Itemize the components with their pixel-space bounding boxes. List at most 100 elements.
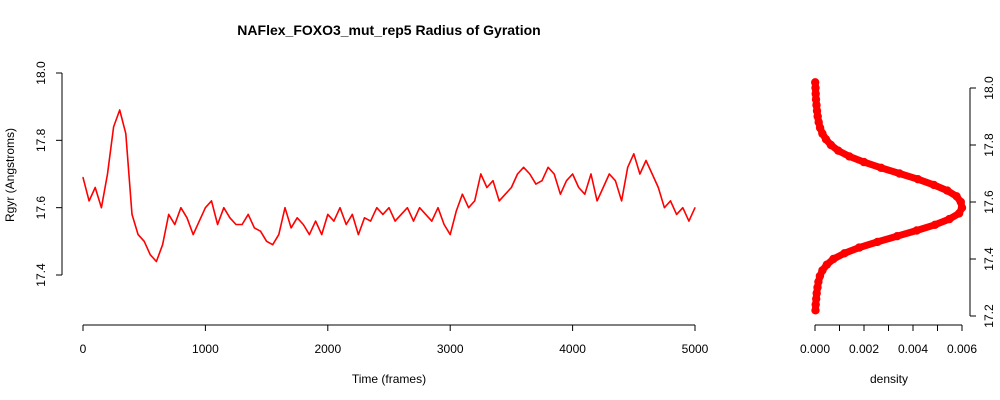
series-rgyr-point [259,230,262,232]
series-rgyr-point [174,223,176,226]
series-rgyr-point [345,223,347,226]
density-y-ticks: 17.2 17.4 17.6 17.8 18.0 [970,76,996,328]
timeseries-panel: NAFlex_FOXO3_mut_rep5 Radius of Gyration… [3,22,709,386]
density-point [826,140,836,150]
density-point [912,226,921,235]
chart-title: NAFlex_FOXO3_mut_rep5 Radius of Gyration [237,22,540,38]
density-point [829,254,838,264]
series-rgyr-point [94,186,96,189]
series-rgyr-point [639,173,641,175]
series-rgyr-point [565,180,568,182]
density-point [854,243,864,252]
series-rgyr-point [535,183,537,185]
density-x-tick-label: 0.004 [898,342,928,356]
density-x-axis-label: density [870,372,908,386]
timeseries-y-ticks: 17.4 17.6 17.8 18.0 [34,61,62,287]
series-rgyr-point [210,200,213,202]
series-rgyr-point [217,223,219,226]
series-rgyr-point [584,193,586,195]
density-point [859,157,869,167]
density-x-tick-label: 0.000 [800,342,830,356]
series-rgyr-point [272,244,274,246]
series-rgyr-point [321,234,323,236]
density-point [845,152,854,161]
series-rgyr-point [547,166,549,168]
series-rgyr-point [357,234,359,236]
timeseries-x-tick-label: 2000 [314,342,341,356]
series-rgyr-point [657,186,659,189]
series-rgyr-point [168,213,170,215]
series-rgyr-point [162,244,164,246]
series-rgyr-point [523,166,525,168]
series-rgyr-point [455,210,457,212]
density-panel: 0.000 0.002 0.004 0.006 17.2 17.4 17.6 17.8 18.… [800,76,996,386]
density-y-tick-label: 17.8 [982,133,996,157]
series-rgyr-point [253,227,255,229]
timeseries-y-tick-label: 17.4 [34,263,48,287]
series-rgyr-point [498,200,500,202]
series-rgyr-point [131,213,133,215]
series-rgyr-point [627,166,629,168]
series-rgyr-point [572,173,574,175]
timeseries-y-axis-label: Rgyr (Angstroms) [3,128,17,222]
series-rgyr-point [669,200,672,202]
series-rgyr-point [143,240,145,242]
series-rgyr-point [198,220,200,222]
series-rgyr-point [553,173,555,175]
timeseries-x-axis-label: Time (frames) [352,372,426,386]
density-y-tick-label: 17.2 [982,304,996,328]
series-rgyr-point [406,207,408,209]
series-rgyr-point [137,234,139,236]
series-rgyr-point [590,173,592,175]
series-rgyr-point [235,223,237,226]
timeseries-y-tick-label: 17.8 [34,128,48,152]
series-rgyr-point [302,223,304,226]
series-rgyr-point [186,217,188,219]
series-rgyr-point [376,207,378,209]
density-point [876,163,886,172]
series-rgyr-point [529,173,531,175]
timeseries-x-ticks: 0 1000 2000 3000 4000 5000 [80,325,709,356]
series-rgyr-point [621,200,623,202]
series-rgyr-point [388,207,390,209]
series-rgyr-point [370,220,372,222]
series-rgyr-point [278,234,280,236]
timeseries-x-tick-label: 5000 [682,342,709,356]
series-rgyr-point [633,153,635,155]
series-rgyr-point [431,220,433,222]
series-rgyr-point [394,220,396,222]
density-point [929,180,938,190]
series-rgyr-point [419,207,421,209]
series-rgyr-point [149,254,151,256]
series-rgyr-point [125,133,127,135]
series-rgyr-point [241,223,243,226]
density-point [873,237,882,247]
series-rgyr-point [308,234,310,236]
series-rgyr-point [504,193,506,195]
series-rgyr-point [119,109,121,111]
series-rgyr-point [516,173,519,175]
density-point [945,214,954,224]
series-rgyr-point [492,180,494,182]
density-point [822,260,831,269]
density-curve-line [811,78,966,314]
density-point [952,192,961,201]
density-point [913,175,923,184]
series-rgyr-point [651,173,653,175]
series-rgyr-point [682,207,684,209]
series-rgyr-point [363,217,366,219]
series-rgyr-point [676,213,678,215]
density-point [818,266,827,275]
series-rgyr-point [100,207,102,209]
series-rgyr-point [204,207,206,209]
density-x-tick-label: 0.002 [849,342,879,356]
series-rgyr-point [608,173,610,175]
series-rgyr-point [192,234,194,236]
series-rgyr-point [468,207,470,209]
series-rgyr-line [82,109,696,263]
density-point [834,146,843,155]
series-rgyr-point [247,213,249,215]
density-point [840,249,849,258]
series-rgyr-point [437,207,439,209]
